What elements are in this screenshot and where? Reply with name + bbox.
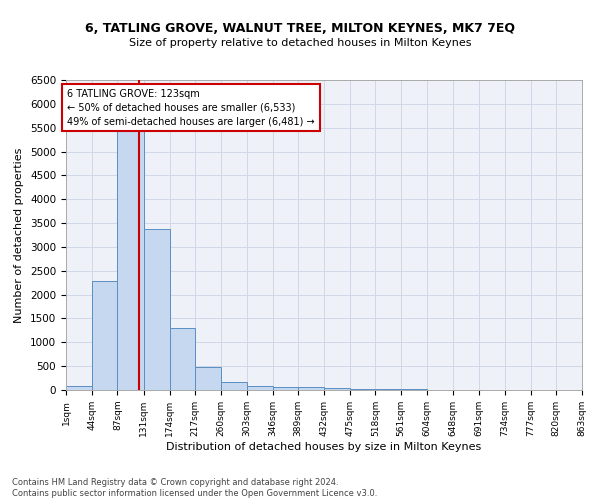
Bar (376, 389, 401, 390)
Bar (298, 388, 324, 390)
Bar (324, 388, 350, 390)
Bar (170, 328, 195, 390)
Y-axis label: Number of detached properties: Number of detached properties (14, 148, 25, 322)
Text: 6 TATLING GROVE: 123sqm
← 50% of detached houses are smaller (6,533)
49% of semi: 6 TATLING GROVE: 123sqm ← 50% of detache… (67, 88, 315, 126)
X-axis label: Distribution of detached houses by size in Milton Keynes: Distribution of detached houses by size … (166, 442, 482, 452)
Bar (144, 229, 170, 390)
Bar (247, 386, 272, 390)
Bar (92, 282, 118, 390)
Bar (66, 386, 92, 390)
Text: 6, TATLING GROVE, WALNUT TREE, MILTON KEYNES, MK7 7EQ: 6, TATLING GROVE, WALNUT TREE, MILTON KE… (85, 22, 515, 36)
Bar (221, 382, 247, 390)
Bar (272, 387, 298, 390)
Bar (350, 388, 376, 390)
Text: Contains HM Land Registry data © Crown copyright and database right 2024.
Contai: Contains HM Land Registry data © Crown c… (12, 478, 377, 498)
Bar (118, 131, 144, 390)
Bar (195, 367, 221, 390)
Text: Size of property relative to detached houses in Milton Keynes: Size of property relative to detached ho… (129, 38, 471, 48)
